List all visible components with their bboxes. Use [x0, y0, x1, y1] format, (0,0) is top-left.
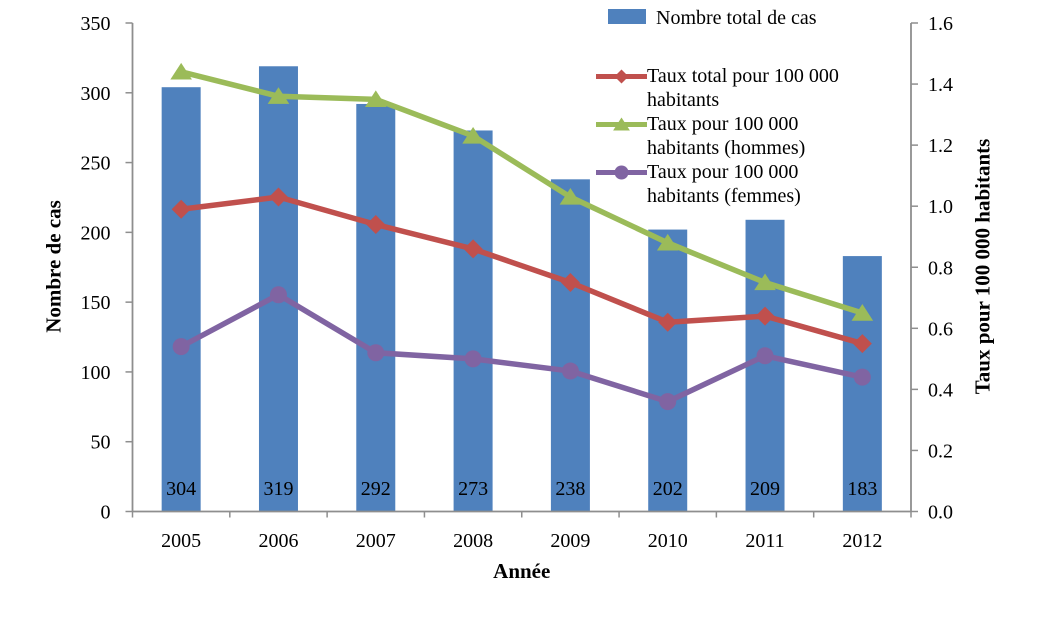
right-tick-label: 1.4 [928, 74, 953, 96]
circle-marker [367, 344, 385, 362]
right-tick-label: 0.4 [928, 379, 953, 401]
left-tick-label: 100 [81, 362, 111, 384]
legend-label: Taux pour 100 000 habitants (femmes) [647, 161, 801, 207]
right-axis-title: Taux pour 100 000 habitants [970, 138, 995, 395]
left-tick-label: 350 [81, 13, 111, 35]
left-tick-label: 150 [81, 292, 111, 314]
circle-line-icon [596, 160, 647, 191]
legend-item-line-total: Taux total pour 100 000 habitants [596, 64, 872, 112]
bar [745, 219, 785, 512]
triangle-marker [656, 233, 679, 251]
diamond-marker [658, 312, 678, 332]
bar-value-label: 273 [458, 478, 488, 500]
bar-value-label: 209 [750, 478, 780, 500]
right-tick-label: 1.6 [928, 13, 953, 35]
left-tick-label: 250 [81, 153, 111, 175]
tick-marks [125, 22, 918, 518]
x-tick-label: 2006 [258, 530, 298, 552]
bar-value-label: 292 [361, 478, 391, 500]
bar [453, 130, 493, 512]
legend-item-line-femmes: Taux pour 100 000 habitants (femmes) [596, 160, 872, 208]
line-series [171, 187, 872, 354]
legend-item-line-hommes: Taux pour 100 000 habitants (hommes) [596, 112, 872, 160]
bar-series [161, 66, 882, 512]
x-tick-label: 2008 [453, 530, 493, 552]
diamond-marker [268, 187, 288, 207]
diamond-marker [560, 273, 580, 293]
triangle-marker [754, 273, 776, 291]
x-tick-label: 2010 [648, 530, 688, 552]
line-series [170, 62, 874, 321]
x-tick-label: 2009 [550, 530, 590, 552]
circle-marker [464, 350, 482, 368]
triangle-marker [170, 62, 192, 80]
bar-value-label: 319 [263, 478, 293, 500]
circle-marker [561, 362, 579, 380]
left-axis-title: Nombre de cas [41, 200, 66, 333]
left-tick-label: 50 [91, 432, 111, 454]
legend-label: Taux pour 100 000 habitants (hommes) [647, 113, 806, 159]
diamond-marker [614, 69, 629, 84]
circle-marker [172, 338, 190, 356]
triangle-marker [267, 87, 290, 104]
data-line [178, 194, 866, 347]
legend-item-bar: Nombre total de cas [608, 6, 896, 30]
right-tick-label: 1.2 [928, 135, 953, 157]
left-tick-label: 0 [101, 502, 111, 524]
circle-line-swatch [596, 165, 647, 180]
legend-label: Taux total pour 100 000 habitants [647, 65, 839, 111]
triangle-marker [462, 126, 484, 144]
circle-marker [269, 286, 287, 304]
bar-value-label: 202 [653, 478, 683, 500]
circle-marker [756, 347, 774, 365]
x-axis-title: Année [493, 559, 550, 583]
bar-value-label: 304 [166, 478, 196, 500]
circle-marker [853, 368, 871, 386]
tick-labels: 0 50 100 150 200 250 300 350 0.0 0.2 0.4 0.6 0.8 1.0 1… [81, 13, 954, 552]
bar [356, 103, 396, 512]
diamond-marker [171, 199, 191, 219]
x-tick-label: 2005 [161, 530, 201, 552]
right-tick-label: 0.2 [928, 440, 953, 462]
triangle-marker [364, 90, 387, 107]
diamond-marker [852, 334, 872, 354]
diamond-line-icon [596, 64, 647, 95]
bar [161, 87, 201, 512]
left-tick-label: 300 [81, 83, 111, 105]
right-tick-label: 1.0 [928, 196, 953, 218]
legend-label: Nombre total de cas [656, 7, 817, 29]
triangle-marker [613, 117, 630, 131]
triangle-line-icon [596, 112, 647, 143]
bar-value-label: 238 [555, 478, 585, 500]
x-tick-label: 2011 [745, 530, 784, 552]
right-tick-label: 0.6 [928, 318, 953, 340]
diamond-marker [463, 239, 483, 259]
bar-value-label: 183 [847, 478, 877, 500]
line-series [172, 286, 871, 411]
right-tick-label: 0.8 [928, 257, 953, 279]
bar [550, 179, 590, 512]
bar [648, 229, 688, 512]
bar-value-labels: 304 319 292 273 238 202 209 183 [166, 478, 877, 500]
x-tick-label: 2007 [356, 530, 396, 552]
circle-marker [659, 393, 677, 411]
right-tick-label: 0.0 [928, 502, 953, 524]
triangle-marker [559, 188, 582, 205]
circle-marker [614, 165, 629, 180]
x-tick-label: 2012 [842, 530, 882, 552]
diamond-marker [755, 306, 775, 326]
triangle-line-swatch [596, 117, 647, 131]
left-tick-label: 200 [81, 222, 111, 244]
diamond-line-swatch [596, 69, 647, 84]
bar-swatch-icon [608, 9, 646, 24]
data-line [178, 291, 866, 405]
diamond-marker [366, 215, 386, 235]
triangle-marker [851, 304, 874, 321]
data-line [178, 69, 866, 316]
